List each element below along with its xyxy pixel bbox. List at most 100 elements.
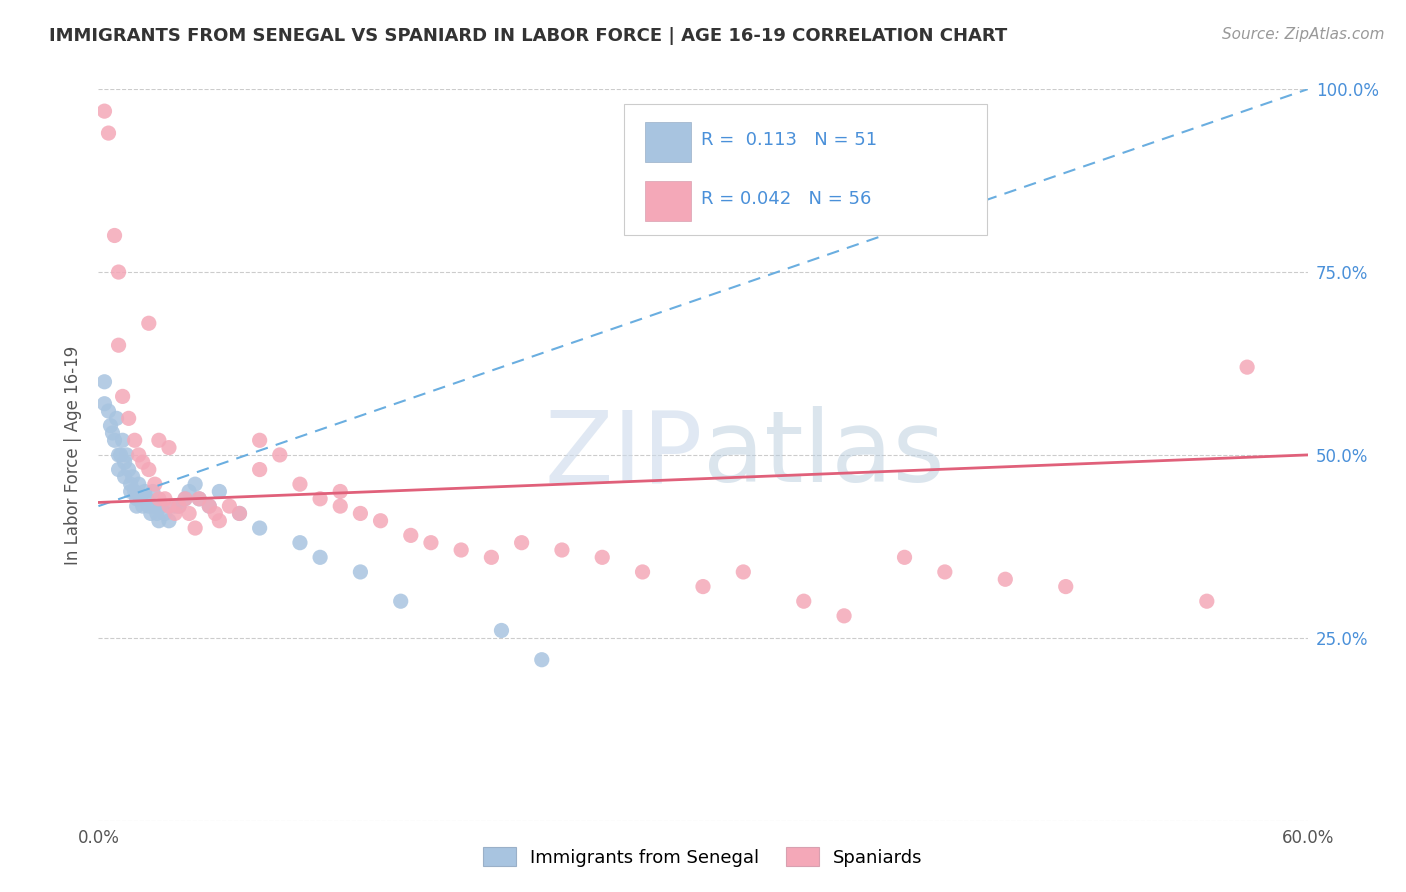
Point	[179, 484, 201, 499]
Point	[129, 491, 152, 506]
Point	[128, 477, 150, 491]
Text: R = 0.042   N = 56: R = 0.042 N = 56	[700, 190, 870, 208]
Point	[134, 484, 156, 499]
Point	[349, 507, 371, 521]
Point	[146, 507, 169, 521]
Point	[124, 434, 146, 448]
Point	[163, 499, 186, 513]
Point	[349, 565, 371, 579]
Point	[105, 411, 128, 425]
Point	[420, 535, 443, 549]
Point	[118, 411, 141, 425]
Point	[329, 484, 352, 499]
Point	[114, 455, 136, 469]
Point	[120, 477, 142, 491]
Point	[143, 499, 166, 513]
Point	[138, 316, 160, 330]
Point	[125, 491, 148, 506]
Point	[793, 594, 815, 608]
Point	[132, 455, 155, 469]
Point	[174, 491, 197, 506]
Point	[228, 507, 250, 521]
Point	[1236, 360, 1258, 375]
Bar	[645, 122, 690, 162]
Point	[125, 499, 148, 513]
Point	[174, 491, 197, 506]
Point	[128, 448, 150, 462]
Point	[157, 499, 180, 513]
Point	[370, 514, 392, 528]
Point	[163, 507, 186, 521]
Point	[329, 499, 352, 513]
Point	[121, 470, 143, 484]
Point	[135, 491, 157, 506]
Point	[218, 499, 240, 513]
Point	[208, 484, 231, 499]
Point	[148, 514, 170, 528]
Point	[153, 507, 176, 521]
Point	[93, 375, 115, 389]
Point	[733, 565, 755, 579]
Point	[138, 499, 160, 513]
Point	[148, 491, 170, 506]
Point	[204, 507, 226, 521]
Point	[179, 507, 201, 521]
Bar	[645, 180, 690, 221]
Point	[107, 338, 129, 352]
Point	[228, 507, 250, 521]
Point	[97, 404, 120, 418]
Point	[184, 477, 207, 491]
Point	[157, 514, 180, 528]
Point	[97, 126, 120, 140]
Point	[139, 507, 162, 521]
Point	[149, 499, 172, 513]
Point	[198, 499, 221, 513]
Point	[111, 434, 134, 448]
Point	[143, 477, 166, 491]
Text: atlas: atlas	[703, 407, 945, 503]
Point	[114, 470, 136, 484]
Point	[111, 389, 134, 403]
Point	[120, 484, 142, 499]
Point	[188, 491, 211, 506]
Point	[832, 608, 855, 623]
Point	[124, 484, 146, 499]
Point	[107, 462, 129, 476]
Point	[142, 484, 165, 499]
Point	[530, 653, 553, 667]
Text: R =  0.113   N = 51: R = 0.113 N = 51	[700, 131, 877, 149]
Point	[110, 448, 132, 462]
Point	[551, 543, 574, 558]
Point	[934, 565, 956, 579]
Point	[103, 228, 125, 243]
Point	[100, 418, 122, 433]
Point	[249, 462, 271, 476]
Point	[249, 434, 271, 448]
Point	[510, 535, 533, 549]
Point	[157, 441, 180, 455]
Point	[450, 543, 472, 558]
Point	[138, 462, 160, 476]
Point	[692, 580, 714, 594]
Point	[481, 550, 503, 565]
Point	[491, 624, 513, 638]
Y-axis label: In Labor Force | Age 16-19: In Labor Force | Age 16-19	[65, 345, 83, 565]
Point	[107, 448, 129, 462]
Point	[399, 528, 422, 542]
Point	[994, 572, 1017, 586]
Point	[101, 425, 124, 440]
Point	[591, 550, 613, 565]
Point	[309, 491, 332, 506]
Point	[107, 265, 129, 279]
Point	[288, 535, 311, 549]
Point	[208, 514, 231, 528]
Point	[1054, 580, 1077, 594]
Point	[103, 434, 125, 448]
Point	[153, 491, 176, 506]
Point	[184, 521, 207, 535]
Point	[118, 462, 141, 476]
Point	[389, 594, 412, 608]
Point	[269, 448, 291, 462]
Point	[167, 499, 190, 513]
Point	[93, 397, 115, 411]
